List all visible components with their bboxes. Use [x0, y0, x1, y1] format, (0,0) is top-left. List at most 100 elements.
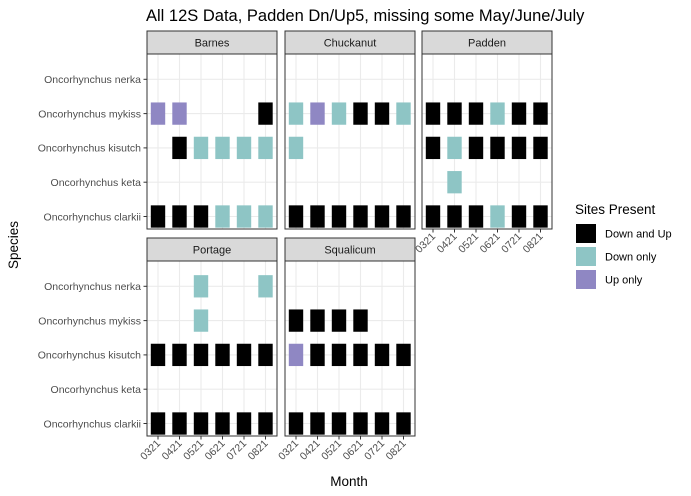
heatmap-tile	[425, 136, 441, 160]
x-tick-label: 0821	[384, 438, 409, 463]
x-tick-label: 0621	[341, 438, 366, 463]
heatmap-tile	[447, 205, 462, 228]
heatmap-tile	[193, 205, 209, 228]
heatmap-tile	[288, 136, 304, 160]
y-tick-label: Oncorhynchus nerka	[44, 74, 141, 86]
heatmap-tile	[353, 343, 368, 367]
panel-border	[421, 53, 553, 230]
legend: Sites Present Down and Up Down only Up onl…	[575, 202, 672, 289]
facet-strip-label: Barnes	[195, 38, 230, 50]
heatmap-tile	[236, 136, 252, 160]
heatmap-tile	[172, 136, 187, 160]
legend-key	[576, 224, 596, 243]
heatmap-tile	[396, 412, 411, 435]
y-tick-label: Oncorhynchus mykiss	[38, 108, 141, 120]
heatmap-tile	[258, 412, 273, 435]
facet-barnes: Barnes	[146, 30, 278, 230]
heatmap-tile	[511, 205, 527, 228]
heatmap-tile	[374, 343, 390, 367]
legend-label: Down only	[605, 252, 657, 264]
heatmap-tile	[533, 102, 548, 125]
heatmap-tile	[215, 205, 230, 228]
heatmap-tile	[374, 205, 390, 228]
x-tick-label: 0321	[138, 438, 163, 463]
heatmap-tile	[193, 275, 209, 298]
panel-background	[285, 54, 415, 229]
heatmap-tile	[193, 412, 209, 435]
heatmap-tile	[310, 205, 325, 228]
facet-strip-label: Portage	[193, 245, 232, 257]
x-tick-label: 0321	[276, 438, 301, 463]
x-tick-label: 0521	[319, 438, 344, 463]
x-axis-title: Month	[330, 474, 368, 489]
facet-chuckanut: Chuckanut	[284, 30, 416, 230]
heatmap-tile	[468, 205, 484, 228]
panel-border	[146, 53, 278, 230]
heatmap-tile	[331, 343, 347, 367]
heatmap-tile	[353, 205, 368, 228]
heatmap-tile	[353, 102, 368, 125]
heatmap-tile	[172, 205, 187, 228]
heatmap-tile	[172, 102, 187, 125]
heatmap-tile	[288, 343, 304, 367]
y-tick-label: Oncorhynchus keta	[51, 177, 142, 189]
facet-strip-label: Chuckanut	[324, 38, 377, 50]
heatmap-tile	[150, 205, 166, 228]
x-tick-label: 0721	[499, 231, 524, 256]
legend-item-down-and-up: Down and Up	[576, 224, 672, 243]
heatmap-tile	[511, 136, 527, 160]
heatmap-tile	[331, 205, 347, 228]
heatmap-tile	[490, 102, 505, 125]
heatmap-tile	[236, 343, 252, 367]
x-tick-label: 0621	[478, 231, 503, 256]
heatmap-tile	[425, 102, 441, 125]
x-tick-label: 0821	[521, 231, 546, 256]
legend-title: Sites Present	[575, 202, 656, 217]
heatmap-tile	[447, 171, 462, 194]
heatmap-tile	[193, 136, 209, 160]
panel-border	[284, 260, 416, 437]
heatmap-tile	[150, 343, 166, 367]
heatmap-tile	[288, 309, 304, 332]
y-tick-label: Oncorhynchus kisutch	[38, 143, 141, 155]
heatmap-tile	[396, 205, 411, 228]
heatmap-tile	[331, 412, 347, 435]
heatmap-tile	[396, 343, 411, 367]
heatmap-tile	[490, 205, 505, 228]
heatmap-tile	[258, 205, 273, 228]
panel-background	[285, 261, 415, 436]
heatmap-tile	[511, 102, 527, 125]
legend-key	[576, 247, 596, 266]
heatmap-tile	[490, 136, 505, 160]
heatmap-tile	[150, 102, 166, 125]
heatmap-tile	[310, 412, 325, 435]
x-tick-label: 0321	[413, 231, 438, 256]
x-axis-tick-labels: 0321042105210621072108210321042105210621…	[138, 229, 546, 463]
heatmap-tile	[468, 136, 484, 160]
panel-background	[147, 54, 277, 229]
heatmap-tile	[288, 205, 304, 228]
heatmap-tile	[172, 343, 187, 367]
x-tick-label: 0621	[203, 438, 228, 463]
y-tick-label: Oncorhynchus mykiss	[38, 315, 141, 327]
facet-padden: Padden	[421, 30, 553, 230]
heatmap-tile	[447, 102, 462, 125]
heatmap-tile	[258, 343, 273, 367]
x-tick-label: 0521	[181, 438, 206, 463]
heatmap-tile	[310, 102, 325, 125]
heatmap-tile	[396, 102, 411, 125]
x-tick-label: 0521	[456, 231, 481, 256]
heatmap-tile	[310, 343, 325, 367]
y-tick-label: Oncorhynchus clarkii	[44, 418, 141, 430]
panel-background	[422, 54, 552, 229]
heatmap-tile	[447, 136, 462, 160]
heatmap-tile	[353, 412, 368, 435]
x-tick-label: 0721	[224, 438, 249, 463]
facet-strip-label: Squalicum	[324, 245, 375, 257]
heatmap-tile	[215, 412, 230, 435]
chart-title: All 12S Data, Padden Dn/Up5, missing som…	[146, 7, 585, 25]
heatmap-tile	[374, 412, 390, 435]
panel-border	[284, 53, 416, 230]
x-tick-label: 0721	[362, 438, 387, 463]
